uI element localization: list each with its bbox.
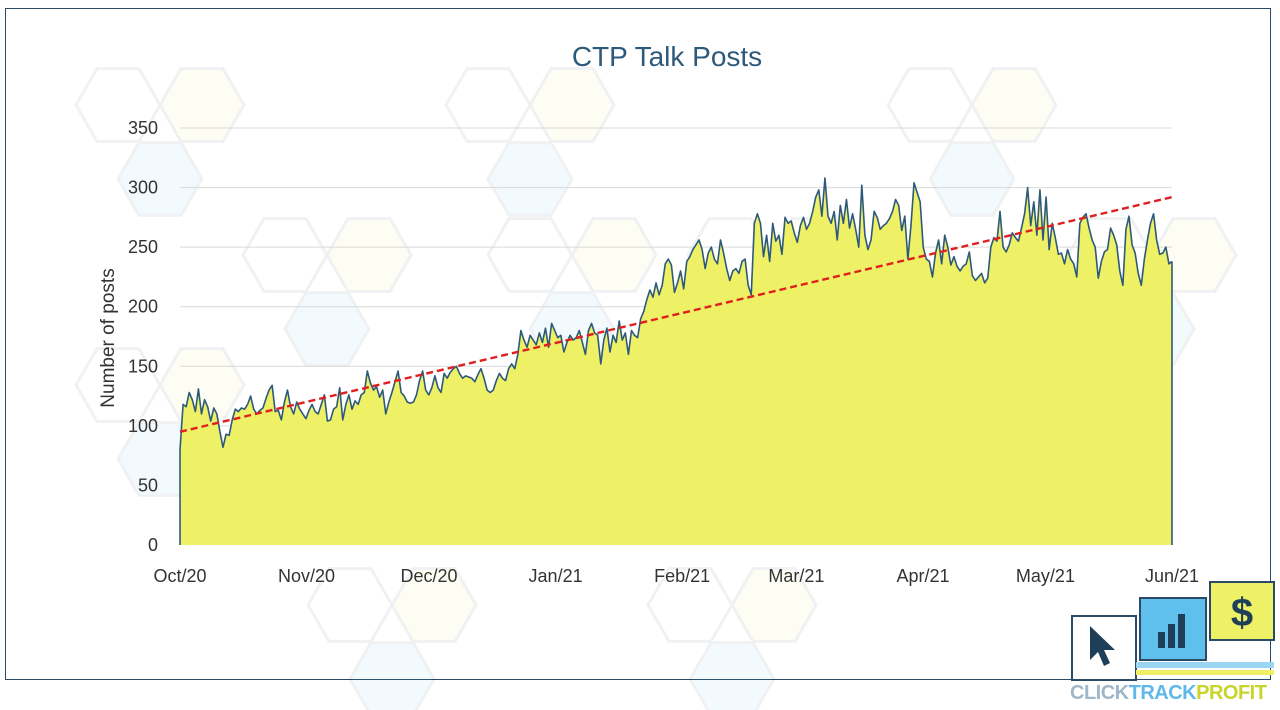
y-tick-label: 300	[128, 178, 158, 198]
y-tick-label: 50	[138, 475, 158, 495]
x-axis-ticks: Oct/20 Nov/20 Dec/20 Jan/21 Feb/21 Mar/21 Apr/…	[153, 566, 1199, 586]
y-tick-label: 150	[128, 356, 158, 376]
brand-logo: $	[1071, 581, 1275, 681]
y-tick-label: 0	[148, 535, 158, 555]
x-tick-label: Feb/21	[654, 566, 710, 586]
y-tick-label: 250	[128, 237, 158, 257]
x-tick-label: May/21	[1016, 566, 1075, 586]
series-area	[180, 178, 1172, 546]
x-tick-label: Apr/21	[896, 566, 949, 586]
x-tick-label: Jun/21	[1145, 566, 1199, 586]
cursor-icon	[1090, 626, 1115, 666]
x-tick-label: Mar/21	[768, 566, 824, 586]
y-axis-ticks: 0 50 100 150 200 250 300 350	[128, 118, 158, 555]
y-tick-label: 350	[128, 118, 158, 138]
bar-chart-icon	[1158, 614, 1185, 648]
x-tick-label: Nov/20	[278, 566, 335, 586]
y-tick-label: 200	[128, 297, 158, 317]
brand-wordmark: CLICKTRACKPROFIT	[1070, 682, 1267, 704]
trend-layer	[179, 195, 1173, 433]
dollar-icon: $	[1231, 591, 1253, 635]
trend-line	[179, 195, 1173, 433]
series-layer	[179, 177, 1173, 546]
x-tick-label: Oct/20	[153, 566, 206, 586]
y-tick-label: 100	[128, 416, 158, 436]
x-tick-label: Jan/21	[529, 566, 583, 586]
y-axis-label: Number of posts	[98, 268, 119, 407]
series-line	[179, 177, 1173, 450]
x-tick-label: Dec/20	[400, 566, 457, 586]
chart-title: CTP Talk Posts	[572, 41, 762, 72]
